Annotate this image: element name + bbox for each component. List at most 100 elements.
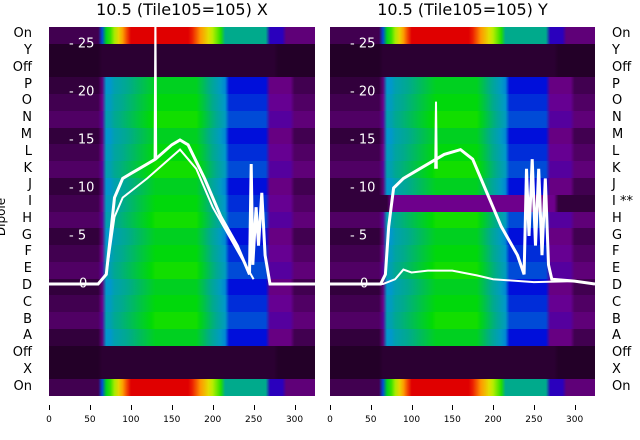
row-label: O <box>21 93 32 109</box>
series-line-bundle <box>49 138 315 286</box>
overlay-tick-label: - 20 <box>69 84 95 100</box>
overlay-tick-label: 0 <box>360 276 369 292</box>
heatmap-row <box>330 27 595 45</box>
row-label: Off <box>12 345 32 361</box>
heatmap-row <box>330 379 595 396</box>
x-tick-mark <box>533 405 535 410</box>
x-tick-mark <box>452 405 454 410</box>
heatmap-panel: 0 - 5 - 10 - 15 - 20 - 25 <box>49 27 315 396</box>
x-tick-label: 50 <box>365 415 377 425</box>
heatmap-row <box>49 345 315 363</box>
row-label: M <box>612 127 624 143</box>
series-line-spike <box>434 101 438 169</box>
x-tick-label: 50 <box>84 415 96 425</box>
row-label: X <box>612 361 621 377</box>
row-label: K <box>23 160 32 176</box>
heatmap-row <box>330 245 595 263</box>
row-label: M <box>20 127 32 143</box>
heatmap-row <box>49 161 315 179</box>
x-tick-mark <box>49 405 50 410</box>
row-label: On <box>13 378 32 394</box>
overlay-tick-label: - 10 <box>69 180 95 196</box>
series-line-lower <box>105 148 255 280</box>
row-label: O <box>612 93 623 109</box>
row-label: N <box>612 110 622 126</box>
row-label: I <box>28 194 32 210</box>
x-tick-label: 250 <box>245 415 263 425</box>
heatmap-row <box>49 110 315 129</box>
x-tick-mark <box>253 405 255 410</box>
overlay-tick-label: - 25 <box>350 36 376 52</box>
row-label: C <box>612 294 622 310</box>
x-tick-mark <box>294 405 296 410</box>
row-label: J <box>612 177 616 193</box>
heatmap-row <box>49 43 315 62</box>
heatmap-row <box>330 345 595 363</box>
heatmap-row <box>330 127 595 145</box>
row-label: D <box>612 277 623 293</box>
heatmap-row <box>49 312 315 330</box>
heatmap-row <box>49 228 315 246</box>
x-tick-label: 250 <box>525 415 543 425</box>
heatmap-row <box>330 60 595 78</box>
series-line-bundle <box>330 147 595 286</box>
x-tick-mark <box>89 405 91 410</box>
x-tick-label: 300 <box>285 415 304 425</box>
heatmap-row <box>330 110 595 129</box>
row-label: J <box>28 177 32 193</box>
x-tick-label: 200 <box>484 415 502 425</box>
heatmap-row <box>330 278 595 296</box>
x-tick-mark <box>212 405 214 410</box>
row-label: B <box>23 311 32 327</box>
row-label: H <box>22 210 32 226</box>
overlay-tick-label: - 5 <box>350 228 368 244</box>
x-tick-mark <box>330 405 331 410</box>
row-label: E <box>612 261 621 277</box>
row-label: G <box>612 227 623 243</box>
heatmap-panel: 0 - 5 - 10 - 15 - 20 - 25 <box>330 27 595 396</box>
x-tick-mark <box>574 405 576 410</box>
row-label: On <box>612 26 631 42</box>
overlay-tick-label: - 5 <box>69 228 87 244</box>
heatmap-row <box>330 312 595 330</box>
row-label: P <box>24 76 32 92</box>
x-tick-label: 200 <box>204 415 222 425</box>
row-label: B <box>612 311 621 327</box>
row-label: Y <box>612 43 620 59</box>
x-tick-mark <box>370 405 372 410</box>
x-tick-mark <box>171 405 173 410</box>
heatmap-row <box>330 77 595 95</box>
chart-title: 10.5 (Tile105=105) Y <box>377 0 548 19</box>
row-label: K <box>612 160 621 176</box>
chart-title: 10.5 (Tile105=105) X <box>96 0 268 19</box>
x-tick-label: 100 <box>122 415 140 425</box>
heatmap-row <box>330 295 595 313</box>
x-tick-mark <box>411 405 413 410</box>
row-label: N <box>22 110 32 126</box>
row-label: X <box>23 361 32 377</box>
heatmap-row <box>49 362 315 380</box>
row-label: A <box>612 328 621 344</box>
heatmap-row <box>330 261 595 280</box>
overlay-tick-label: 0 <box>79 276 88 292</box>
overlay-lines <box>330 101 595 286</box>
heatmap-row <box>49 94 315 112</box>
series-line-spike <box>153 27 158 160</box>
row-label: Off <box>12 59 32 75</box>
row-label: On <box>13 26 32 42</box>
row-label: D <box>21 277 32 293</box>
heatmap-row <box>49 295 315 313</box>
heatmap-row <box>49 278 315 296</box>
row-label: E <box>23 261 32 277</box>
row-label: Off <box>612 59 632 75</box>
row-label: F <box>612 244 620 260</box>
x-tick-label: 100 <box>402 415 421 425</box>
row-label: I ** <box>612 194 633 210</box>
heatmap-row <box>330 328 595 347</box>
row-label: L <box>612 143 620 159</box>
row-label: On <box>612 378 631 394</box>
x-tick-label: 300 <box>566 415 584 425</box>
x-tick-mark <box>130 405 132 410</box>
x-tick-label: 0 <box>46 415 52 425</box>
row-label: Off <box>612 345 632 361</box>
